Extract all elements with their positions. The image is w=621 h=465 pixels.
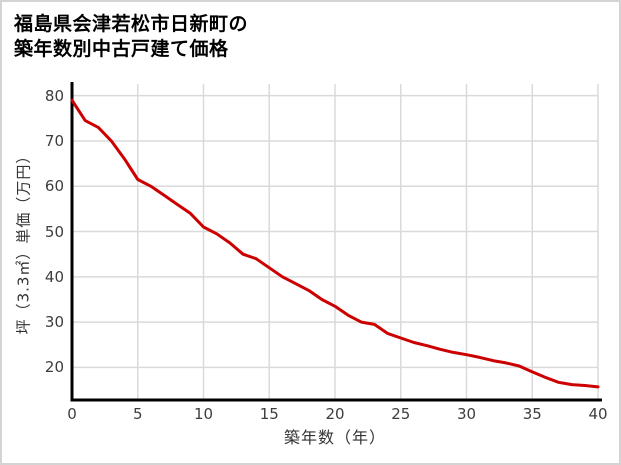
y-axis-title: 坪（3.3㎡）単価（万円） [14,147,33,335]
chart-title-line2: 築年数別中古戸建て価格 [14,38,229,60]
chart-title-line1: 福島県会津若松市日新町の [14,13,249,35]
chart-title: 福島県会津若松市日新町の 築年数別中古戸建て価格 [14,12,248,62]
price-line [70,98,600,389]
x-axis-title: 築年数（年） [283,428,387,447]
